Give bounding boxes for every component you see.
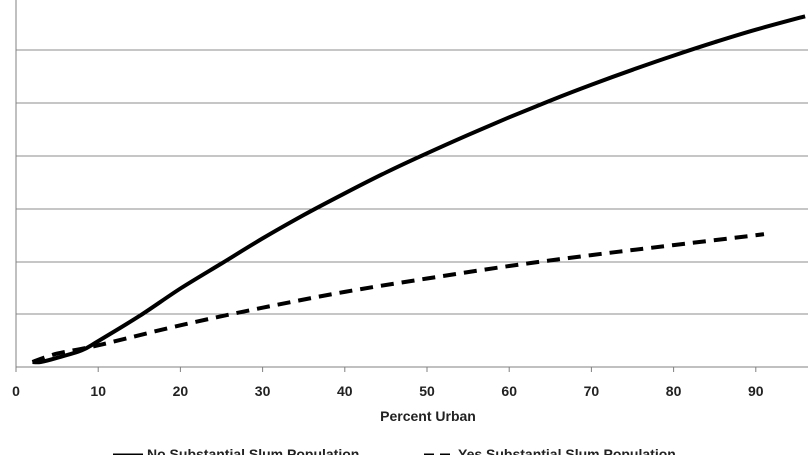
series-line-yes-slum [31,232,765,364]
x-tick-label-10: 10 [90,383,106,399]
x-tick-label-30: 30 [255,383,271,399]
x-tick-label-60: 60 [501,383,517,399]
x-tick-label-20: 20 [173,383,189,399]
x-tick-label-80: 80 [666,383,682,399]
x-tick-label-50: 50 [419,383,435,399]
series-lines [31,14,806,365]
gridlines [16,49,808,315]
x-tick-label-70: 70 [584,383,600,399]
legend-label-no-slum: No Substantial Slum Population [147,446,359,455]
x-tick-label-40: 40 [337,383,353,399]
x-tick-label-0: 0 [12,383,20,399]
series-line-no-slum [32,14,806,365]
x-axis-ticks: 0 10 20 30 40 50 60 70 80 90 [12,367,764,399]
x-tick-label-90: 90 [748,383,764,399]
legend-label-yes-slum: Yes Substantial Slum Population [458,446,676,455]
legend: No Substantial Slum Population Yes Subst… [113,446,676,455]
x-axis-title: Percent Urban [380,408,476,424]
